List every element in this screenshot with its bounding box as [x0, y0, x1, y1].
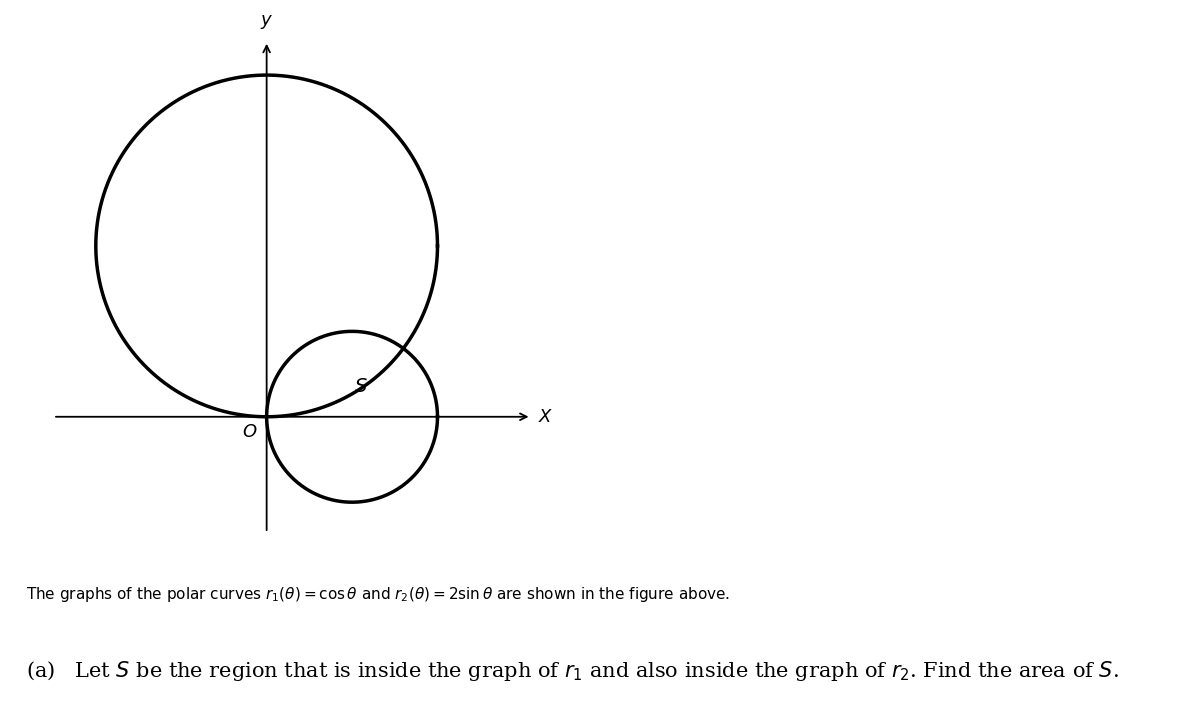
- Text: $O$: $O$: [242, 423, 257, 441]
- Text: $y$: $y$: [260, 13, 274, 31]
- Text: (a)   Let $S$ be the region that is inside the graph of $r_1$ and also inside th: (a) Let $S$ be the region that is inside…: [26, 660, 1120, 684]
- Text: $S$: $S$: [354, 377, 367, 396]
- Text: $X$: $X$: [539, 408, 553, 426]
- Text: The graphs of the polar curves $r_1(\theta) = \cos\theta$ and $r_2(\theta) = 2\s: The graphs of the polar curves $r_1(\the…: [26, 585, 731, 604]
